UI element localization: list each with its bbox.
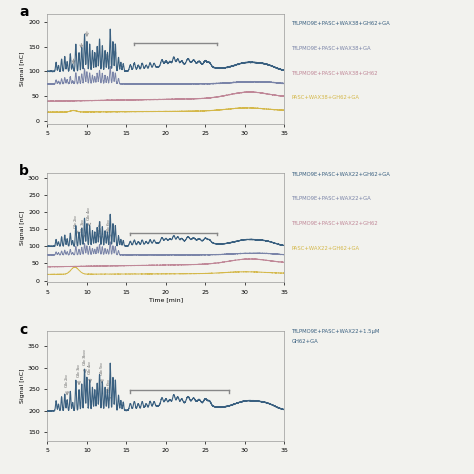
Text: Glc3b$_{ox}$: Glc3b$_{ox}$ — [81, 347, 89, 366]
Text: TfLPMO9E+PASC+WAX22+1.5μM: TfLPMO9E+PASC+WAX22+1.5μM — [292, 329, 380, 335]
Text: GH62+GA: GH62+GA — [292, 339, 318, 344]
Text: Glc2$_{ox}$: Glc2$_{ox}$ — [73, 213, 81, 229]
Text: Glc3$_{ox}$: Glc3$_{ox}$ — [80, 218, 87, 233]
Text: TfLPMO9E+PASC+WAX22+GH62: TfLPMO9E+PASC+WAX22+GH62 — [292, 221, 378, 226]
Text: Glc4$_{ox}$: Glc4$_{ox}$ — [85, 206, 93, 221]
X-axis label: Time [min]: Time [min] — [149, 298, 183, 302]
Text: PASC+WAX38+GH62+GA: PASC+WAX38+GH62+GA — [292, 95, 359, 100]
Text: c: c — [19, 323, 27, 337]
Text: a: a — [19, 6, 28, 19]
Text: b: b — [19, 164, 29, 178]
Y-axis label: Signal [nC]: Signal [nC] — [20, 52, 25, 86]
Text: TfLPMO9E+PASC+WAX22+GA: TfLPMO9E+PASC+WAX22+GA — [292, 196, 371, 201]
Text: TfLPMO9E+PASC+WAX22+GH62+GA: TfLPMO9E+PASC+WAX22+GH62+GA — [292, 172, 391, 177]
Text: Glc5$_{ox}$: Glc5$_{ox}$ — [98, 360, 106, 376]
Y-axis label: Signal [nC]: Signal [nC] — [20, 210, 25, 245]
Text: TfLPMO9E+PASC+WAX38+GH62+GA: TfLPMO9E+PASC+WAX38+GH62+GA — [292, 21, 390, 27]
Text: Glc3$_{ox}$: Glc3$_{ox}$ — [75, 362, 83, 378]
Y-axis label: Signal [nC]: Signal [nC] — [20, 369, 25, 403]
Text: TfLPMO9E+PASC+WAX38+GH62: TfLPMO9E+PASC+WAX38+GH62 — [292, 71, 378, 76]
Text: Glc4$_{ox}$: Glc4$_{ox}$ — [86, 360, 94, 375]
Text: Glc6$_{ox}$: Glc6$_{ox}$ — [105, 378, 113, 393]
Text: TfLPMO9E+PASC+WAX38+GA: TfLPMO9E+PASC+WAX38+GA — [292, 46, 371, 51]
Text: Glc2$_{ox}$: Glc2$_{ox}$ — [64, 372, 71, 388]
Text: Glc5$_{ox}$: Glc5$_{ox}$ — [97, 219, 105, 235]
Text: PASC+WAX22+GH62+GA: PASC+WAX22+GH62+GA — [292, 246, 360, 251]
Text: Glc6$_{ox}$: Glc6$_{ox}$ — [105, 218, 113, 233]
